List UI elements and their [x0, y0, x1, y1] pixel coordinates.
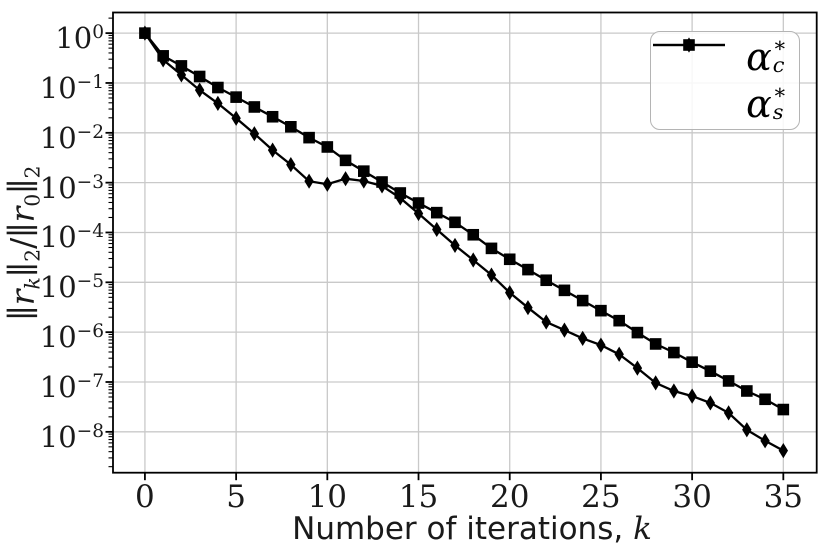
series-marker-alpha-s-star: [723, 405, 734, 421]
series-marker-alpha-s-star: [577, 330, 588, 346]
series-marker-alpha-c-star: [321, 141, 334, 153]
series-marker-alpha-c-star: [303, 131, 315, 144]
series-marker-alpha-c-star: [777, 403, 790, 416]
series-marker-alpha-c-star: [595, 304, 607, 317]
y-tick-label: 10−3: [39, 170, 104, 205]
series-marker-alpha-s-star: [450, 237, 460, 254]
series-marker-alpha-s-star: [304, 173, 314, 189]
legend: α ∗ c α ∗ s: [650, 31, 800, 130]
legend-entry-alpha-s-star: α ∗ s: [651, 37, 799, 126]
series-marker-alpha-s-star: [432, 221, 442, 238]
x-tick-label: 20: [489, 479, 530, 515]
series-marker-alpha-c-star: [230, 91, 242, 103]
series-marker-alpha-s-star: [231, 110, 241, 126]
y-tick-label: 10−8: [39, 420, 104, 455]
series-marker-alpha-c-star: [248, 101, 261, 113]
series-marker-alpha-c-star: [558, 284, 571, 297]
series-marker-alpha-c-star: [266, 110, 279, 123]
series-marker-alpha-c-star: [212, 81, 224, 94]
plot-border: [112, 11, 818, 474]
series-marker-alpha-c-star: [285, 120, 297, 133]
series-marker-alpha-s-star: [505, 285, 515, 301]
series-marker-alpha-c-star: [540, 274, 553, 287]
series-marker-alpha-c-star: [704, 365, 717, 377]
series-marker-alpha-s-star: [140, 25, 150, 41]
x-tick-label: 25: [581, 479, 621, 515]
series-marker-alpha-s-star: [377, 178, 387, 194]
series-marker-alpha-c-star: [613, 314, 625, 327]
series-marker-alpha-s-star: [559, 322, 570, 338]
series-marker-alpha-s-star: [687, 388, 697, 404]
series-marker-alpha-c-star: [175, 60, 188, 72]
series-marker-alpha-c-star: [522, 263, 534, 276]
series-marker-alpha-c-star: [649, 338, 662, 350]
series-marker-alpha-s-star: [359, 173, 369, 189]
series-marker-alpha-c-star: [339, 154, 352, 167]
series-marker-alpha-s-star: [322, 176, 333, 192]
x-axis-label: Number of iterations, k: [292, 511, 652, 547]
series-marker-alpha-s-star: [650, 375, 661, 391]
series-marker-alpha-c-star: [576, 294, 589, 307]
y-tick-label: 10−1: [39, 71, 104, 106]
series-marker-alpha-s-star: [486, 267, 497, 283]
legend-diamond-marker-sample: [653, 37, 725, 53]
y-tick-label: 100: [55, 21, 104, 56]
series-marker-alpha-s-star: [194, 82, 205, 98]
series-marker-alpha-s-star: [413, 205, 424, 222]
y-tick-label: 10−2: [39, 121, 104, 155]
series-marker-alpha-c-star: [449, 216, 461, 229]
x-tick-label: 10: [307, 479, 348, 515]
y-axis-label: ∥rk∥2/∥r0∥2: [3, 165, 45, 321]
y-tick-label: 10−6: [39, 320, 104, 355]
series-marker-alpha-s-star: [669, 383, 679, 399]
series-marker-alpha-s-star: [213, 95, 223, 111]
series-marker-alpha-c-star: [412, 197, 425, 209]
series-marker-alpha-s-star: [760, 433, 770, 449]
series-marker-alpha-s-star: [176, 67, 187, 83]
series-marker-alpha-s-star: [614, 346, 624, 362]
series-marker-alpha-c-star: [467, 228, 480, 241]
series-marker-alpha-c-star: [631, 326, 644, 339]
series-marker-alpha-c-star: [193, 70, 206, 83]
series-marker-alpha-c-star: [485, 242, 498, 255]
y-tick-label: 10−5: [39, 270, 104, 305]
series-marker-alpha-c-star: [722, 375, 735, 387]
y-tick-label: 10−7: [39, 370, 104, 405]
series-marker-alpha-s-star: [468, 252, 478, 268]
series-marker-alpha-c-star: [668, 346, 680, 359]
series-marker-alpha-s-star: [778, 443, 789, 459]
series-marker-alpha-s-star: [632, 360, 643, 376]
series-marker-alpha-s-star: [541, 314, 551, 330]
series-marker-alpha-s-star: [249, 126, 260, 142]
y-tick-label: 10−4: [39, 220, 104, 255]
series-marker-alpha-s-star: [742, 422, 752, 438]
legend-label-alpha-s-star: α ∗ s: [746, 79, 787, 126]
series-marker-alpha-s-star: [523, 300, 533, 316]
series-marker-alpha-c-star: [358, 165, 370, 177]
legend-label-alpha-c-star: α ∗ c: [746, 33, 787, 80]
series-marker-alpha-s-star: [395, 190, 405, 206]
series-marker-alpha-s-star: [286, 157, 296, 173]
x-tick-label: 30: [672, 479, 712, 515]
series-marker-alpha-c-star: [759, 393, 771, 406]
series-marker-alpha-s-star: [267, 142, 278, 158]
series-marker-alpha-s-star: [158, 52, 168, 68]
series-marker-alpha-c-star: [686, 356, 698, 368]
x-tick-label: 5: [226, 479, 246, 515]
x-tick-label: 0: [135, 479, 155, 515]
x-tick-label: 15: [398, 479, 439, 515]
x-tick-label: 35: [763, 479, 804, 515]
series-marker-alpha-s-star: [596, 337, 606, 353]
series-marker-alpha-c-star: [503, 253, 516, 266]
series-marker-alpha-s-star: [705, 395, 716, 411]
series-marker-alpha-s-star: [340, 171, 351, 187]
series-marker-alpha-c-star: [741, 385, 753, 397]
series-marker-alpha-c-star: [430, 206, 443, 219]
